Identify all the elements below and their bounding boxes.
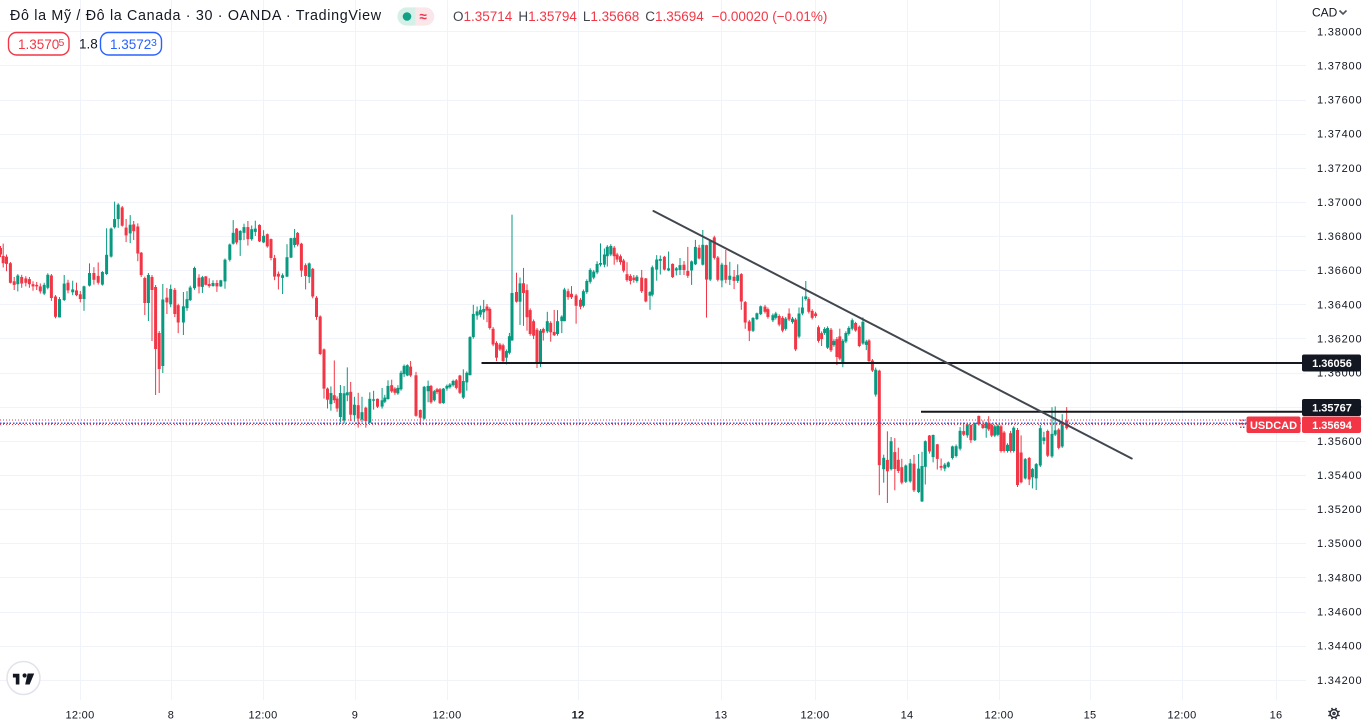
- svg-text:1.35767: 1.35767: [1312, 403, 1352, 415]
- svg-text:12: 12: [572, 710, 585, 722]
- svg-text:16: 16: [1270, 710, 1283, 722]
- svg-text:5: 5: [59, 37, 65, 49]
- svg-text:14: 14: [901, 710, 914, 722]
- svg-text:1.36600: 1.36600: [1317, 265, 1362, 277]
- svg-text:8: 8: [168, 710, 174, 722]
- svg-text:1.36200: 1.36200: [1317, 334, 1362, 346]
- svg-text:12:00: 12:00: [984, 710, 1013, 722]
- svg-text:12:00: 12:00: [65, 710, 94, 722]
- svg-text:12:00: 12:00: [432, 710, 461, 722]
- svg-text:1.34400: 1.34400: [1317, 641, 1362, 653]
- svg-text:12:00: 12:00: [1167, 710, 1196, 722]
- svg-text:1.3572: 1.3572: [110, 37, 151, 52]
- svg-text:1.35000: 1.35000: [1317, 538, 1362, 550]
- svg-text:1.36400: 1.36400: [1317, 299, 1362, 311]
- svg-text:15: 15: [1084, 710, 1097, 722]
- svg-text:1.37000: 1.37000: [1317, 197, 1362, 209]
- svg-text:≈: ≈: [420, 9, 428, 24]
- svg-text:3: 3: [151, 37, 157, 49]
- svg-text:1.3570: 1.3570: [18, 37, 59, 52]
- svg-text:Đô la Mỹ / Đô la Canada · 30 ·: Đô la Mỹ / Đô la Canada · 30 · OANDA · T…: [10, 8, 382, 24]
- svg-text:1.37200: 1.37200: [1317, 163, 1362, 175]
- svg-text:1.38000: 1.38000: [1317, 26, 1362, 38]
- svg-text:1.35600: 1.35600: [1317, 436, 1362, 448]
- svg-text:13: 13: [715, 710, 728, 722]
- svg-text:1.37400: 1.37400: [1317, 129, 1362, 141]
- svg-text:USDCAD: USDCAD: [1250, 420, 1297, 432]
- svg-text:9: 9: [352, 710, 358, 722]
- svg-text:1.35200: 1.35200: [1317, 504, 1362, 516]
- svg-text:1.34200: 1.34200: [1317, 675, 1362, 687]
- svg-text:1.37800: 1.37800: [1317, 60, 1362, 72]
- svg-text:1.36800: 1.36800: [1317, 231, 1362, 243]
- svg-text:CAD: CAD: [1312, 6, 1338, 20]
- svg-text:1.36056: 1.36056: [1312, 358, 1352, 370]
- svg-text:12:00: 12:00: [248, 710, 277, 722]
- svg-text:1.8: 1.8: [79, 37, 98, 52]
- svg-text:12:00: 12:00: [800, 710, 829, 722]
- svg-text:1.37600: 1.37600: [1317, 95, 1362, 107]
- svg-text:1.34600: 1.34600: [1317, 607, 1362, 619]
- svg-text:1.35694: 1.35694: [1312, 420, 1353, 432]
- svg-text:1.34800: 1.34800: [1317, 572, 1362, 584]
- svg-text:1.35400: 1.35400: [1317, 470, 1362, 482]
